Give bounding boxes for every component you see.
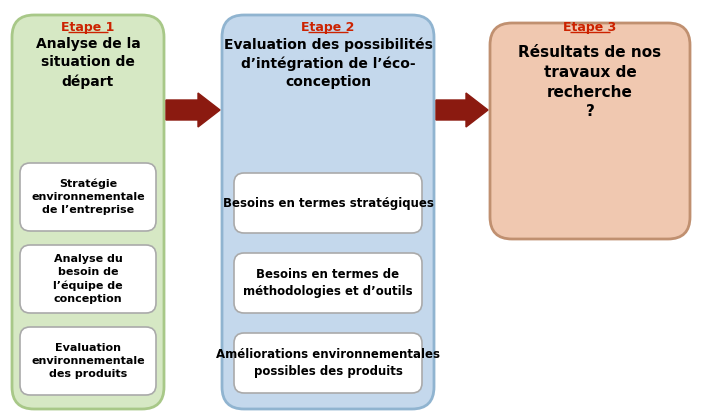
FancyBboxPatch shape (222, 15, 434, 409)
FancyBboxPatch shape (12, 15, 164, 409)
Text: Evaluation des possibilités
d’intégration de l’éco-
conception: Evaluation des possibilités d’intégratio… (223, 37, 432, 89)
Text: Evaluation
environnementale
des produits: Evaluation environnementale des produits (31, 343, 145, 379)
FancyBboxPatch shape (490, 23, 690, 239)
FancyBboxPatch shape (20, 245, 156, 313)
Text: Etape 2: Etape 2 (301, 21, 355, 34)
FancyArrow shape (166, 93, 220, 127)
Text: Etape 1: Etape 1 (61, 21, 115, 34)
FancyBboxPatch shape (20, 163, 156, 231)
Text: Etape 3: Etape 3 (563, 21, 617, 34)
FancyArrow shape (436, 93, 488, 127)
Text: Besoins en termes stratégiques: Besoins en termes stratégiques (223, 196, 434, 209)
FancyBboxPatch shape (234, 173, 422, 233)
FancyBboxPatch shape (234, 253, 422, 313)
Text: Analyse de la
situation de
départ: Analyse de la situation de départ (36, 37, 140, 88)
Text: Améliorations environnementales
possibles des produits: Améliorations environnementales possible… (216, 348, 440, 378)
Text: Analyse du
besoin de
l’équipe de
conception: Analyse du besoin de l’équipe de concept… (53, 254, 123, 304)
Text: Stratégie
environnementale
de l’entreprise: Stratégie environnementale de l’entrepri… (31, 179, 145, 215)
Text: Besoins en termes de
méthodologies et d’outils: Besoins en termes de méthodologies et d’… (243, 268, 413, 298)
FancyBboxPatch shape (20, 327, 156, 395)
FancyBboxPatch shape (234, 333, 422, 393)
Text: Résultats de nos
travaux de
recherche
?: Résultats de nos travaux de recherche ? (518, 45, 661, 119)
